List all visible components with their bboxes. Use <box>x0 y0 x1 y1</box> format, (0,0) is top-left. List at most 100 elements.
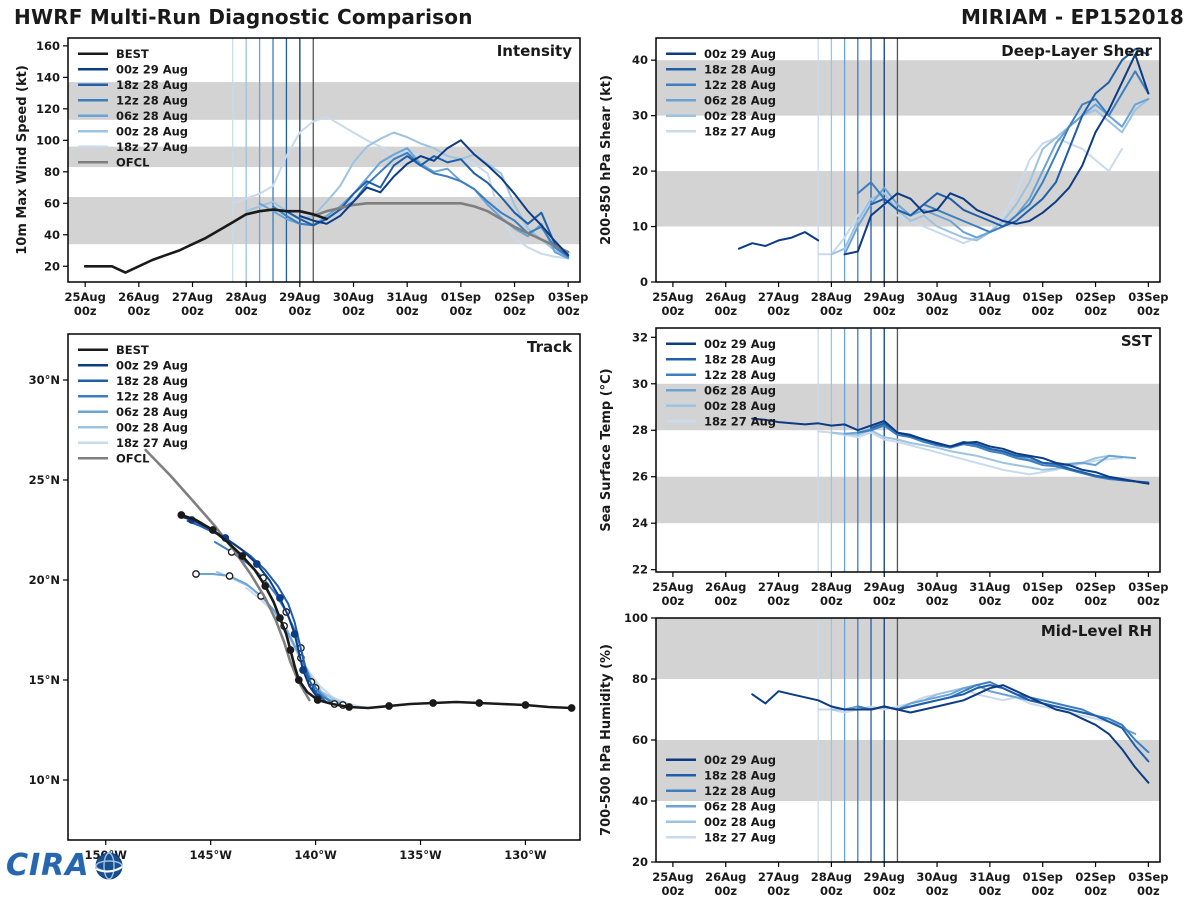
svg-text:00z: 00z <box>662 304 685 318</box>
svg-text:00z: 00z <box>396 304 419 318</box>
svg-text:00z: 00z <box>503 304 526 318</box>
svg-text:30: 30 <box>632 377 648 391</box>
svg-text:10m Max Wind Speed (kt): 10m Max Wind Speed (kt) <box>15 65 30 255</box>
svg-text:15°N: 15°N <box>29 673 60 687</box>
svg-text:30Aug: 30Aug <box>916 870 957 884</box>
svg-text:18z 28 Aug: 18z 28 Aug <box>704 768 776 782</box>
svg-text:200-850 hPa Shear (kt): 200-850 hPa Shear (kt) <box>599 75 614 245</box>
svg-text:06z 28 Aug: 06z 28 Aug <box>704 93 776 107</box>
svg-text:18z 28 Aug: 18z 28 Aug <box>704 352 776 366</box>
svg-text:00z: 00z <box>873 304 896 318</box>
svg-text:00z: 00z <box>181 304 204 318</box>
globe-icon <box>94 851 123 880</box>
svg-text:01Sep: 01Sep <box>1023 580 1063 594</box>
svg-text:20: 20 <box>632 164 648 178</box>
svg-text:00z: 00z <box>288 304 311 318</box>
svg-text:00z: 00z <box>557 304 580 318</box>
svg-text:29Aug: 29Aug <box>864 580 905 594</box>
svg-text:10: 10 <box>632 220 648 234</box>
svg-text:26Aug: 26Aug <box>705 870 746 884</box>
svg-text:00z: 00z <box>873 594 896 608</box>
svg-text:31Aug: 31Aug <box>387 290 428 304</box>
svg-text:OFCL: OFCL <box>116 451 150 465</box>
sst-chart: 25Aug 00z 26Aug 00z 27Aug 00z 28Aug 00z 29Aug 00z… <box>594 318 1184 618</box>
svg-text:30Aug: 30Aug <box>916 580 957 594</box>
svg-text:30: 30 <box>632 109 648 123</box>
svg-text:01Sep: 01Sep <box>1023 870 1063 884</box>
svg-text:28Aug: 28Aug <box>811 580 852 594</box>
svg-text:100: 100 <box>624 611 648 625</box>
track-chart: 150°W145°W140°W135°W130°W10°N15°N20°N25°… <box>10 326 588 892</box>
svg-text:00z: 00z <box>1084 594 1107 608</box>
svg-text:18z 27 Aug: 18z 27 Aug <box>704 414 776 428</box>
svg-text:00z: 00z <box>1031 594 1054 608</box>
svg-text:0: 0 <box>640 275 648 289</box>
shear-chart: 25Aug 00z 26Aug 00z 27Aug 00z 28Aug 00z 29Aug 00z… <box>594 28 1184 328</box>
svg-text:30Aug: 30Aug <box>333 290 374 304</box>
svg-text:00z: 00z <box>767 594 790 608</box>
svg-text:26Aug: 26Aug <box>705 580 746 594</box>
svg-text:06z 28 Aug: 06z 28 Aug <box>704 383 776 397</box>
storm-title: MIRIAM - EP152018 <box>960 5 1184 29</box>
svg-text:00z: 00z <box>1137 884 1160 898</box>
svg-text:00z: 00z <box>979 884 1002 898</box>
svg-text:00z: 00z <box>926 304 949 318</box>
svg-text:00z: 00z <box>820 304 843 318</box>
svg-text:18z 28 Aug: 18z 28 Aug <box>704 62 776 76</box>
svg-text:25Aug: 25Aug <box>65 290 106 304</box>
svg-text:18z 27 Aug: 18z 27 Aug <box>704 830 776 844</box>
svg-text:25Aug: 25Aug <box>652 290 693 304</box>
svg-text:02Sep: 02Sep <box>494 290 534 304</box>
svg-text:00z: 00z <box>820 594 843 608</box>
svg-text:06z 28 Aug: 06z 28 Aug <box>704 799 776 813</box>
svg-text:BEST: BEST <box>116 343 149 357</box>
svg-text:00z: 00z <box>74 304 97 318</box>
svg-text:00z: 00z <box>1084 884 1107 898</box>
svg-text:Deep-Layer Shear: Deep-Layer Shear <box>1001 42 1152 60</box>
svg-text:28Aug: 28Aug <box>811 290 852 304</box>
svg-text:00z: 00z <box>926 594 949 608</box>
svg-text:00z 29 Aug: 00z 29 Aug <box>116 358 188 372</box>
svg-text:00z: 00z <box>979 594 1002 608</box>
svg-text:00z: 00z <box>926 884 949 898</box>
svg-text:00z 29 Aug: 00z 29 Aug <box>704 337 776 351</box>
svg-text:OFCL: OFCL <box>116 155 150 169</box>
svg-text:00z: 00z <box>873 884 896 898</box>
svg-text:02Sep: 02Sep <box>1075 870 1115 884</box>
svg-text:80: 80 <box>44 165 60 179</box>
svg-text:29Aug: 29Aug <box>279 290 320 304</box>
svg-text:00z 29 Aug: 00z 29 Aug <box>704 753 776 767</box>
figure-title: HWRF Multi-Run Diagnostic Comparison <box>14 5 473 29</box>
svg-text:30Aug: 30Aug <box>916 290 957 304</box>
svg-text:135°W: 135°W <box>399 848 442 862</box>
svg-text:145°W: 145°W <box>189 848 232 862</box>
svg-text:00z 28 Aug: 00z 28 Aug <box>704 399 776 413</box>
svg-text:40: 40 <box>632 794 648 808</box>
svg-text:80: 80 <box>632 672 648 686</box>
svg-text:60: 60 <box>44 196 60 210</box>
svg-text:00z: 00z <box>662 884 685 898</box>
svg-text:Sea Surface Temp (°C): Sea Surface Temp (°C) <box>599 368 614 531</box>
svg-text:12z 28 Aug: 12z 28 Aug <box>704 78 776 92</box>
svg-text:Intensity: Intensity <box>497 42 573 60</box>
svg-text:100: 100 <box>36 133 60 147</box>
svg-text:130°W: 130°W <box>504 848 547 862</box>
svg-text:31Aug: 31Aug <box>969 290 1010 304</box>
svg-text:31Aug: 31Aug <box>969 870 1010 884</box>
svg-text:00z: 00z <box>767 304 790 318</box>
svg-text:20: 20 <box>44 259 60 273</box>
svg-text:00z 28 Aug: 00z 28 Aug <box>704 815 776 829</box>
svg-text:25°N: 25°N <box>29 473 60 487</box>
svg-text:27Aug: 27Aug <box>758 290 799 304</box>
svg-text:00z: 00z <box>1137 304 1160 318</box>
svg-text:27Aug: 27Aug <box>172 290 213 304</box>
svg-text:01Sep: 01Sep <box>1023 290 1063 304</box>
svg-text:160: 160 <box>36 39 60 53</box>
svg-text:26Aug: 26Aug <box>118 290 159 304</box>
svg-text:Track: Track <box>527 338 573 356</box>
svg-text:18z 28 Aug: 18z 28 Aug <box>116 374 188 388</box>
svg-text:140°W: 140°W <box>294 848 337 862</box>
svg-text:00z: 00z <box>714 594 737 608</box>
svg-text:00z: 00z <box>1137 594 1160 608</box>
